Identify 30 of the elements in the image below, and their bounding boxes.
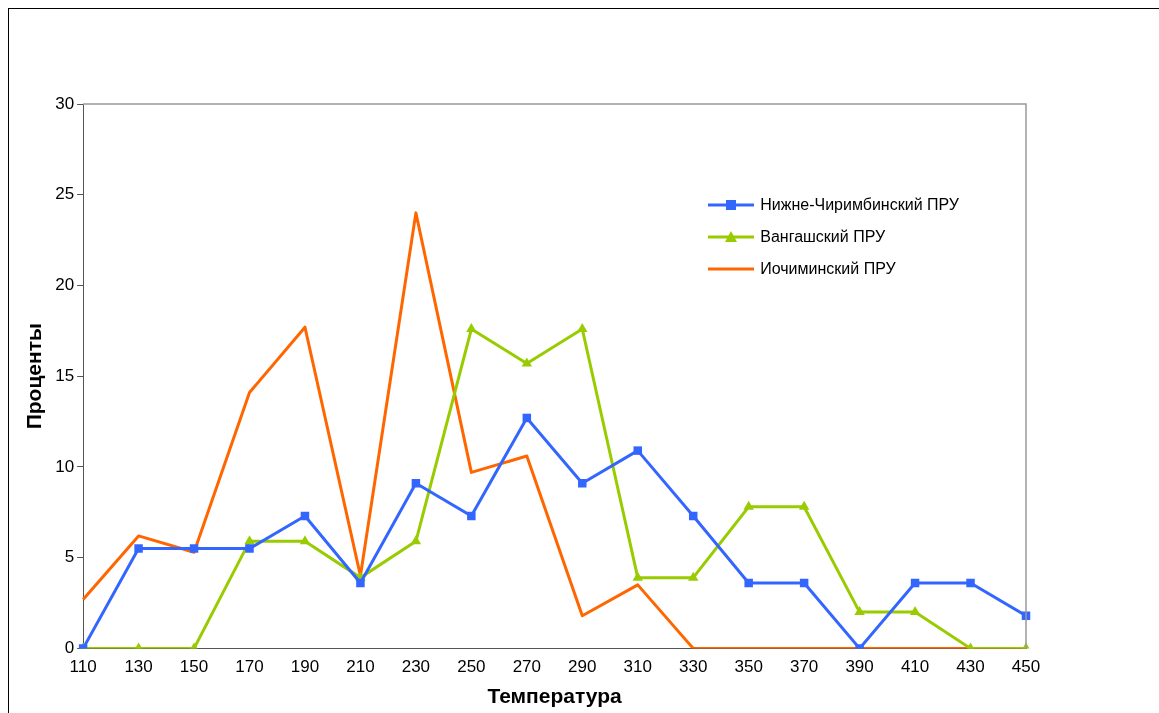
x-axis-title: Температура <box>487 684 623 708</box>
y-tick-label: 30 <box>55 93 75 113</box>
x-tick-label: 290 <box>568 657 597 677</box>
x-tick-label: 210 <box>346 657 375 677</box>
x-tick-label: 130 <box>124 657 153 677</box>
x-tick-label: 170 <box>235 657 264 677</box>
y-tick-label: 0 <box>64 638 75 658</box>
x-tick-label: 310 <box>623 657 652 677</box>
legend-label: Иочиминский ПРУ <box>760 260 896 278</box>
x-tick-label: 450 <box>1011 657 1041 677</box>
x-tick-label: 350 <box>734 657 763 677</box>
x-tick-label: 330 <box>679 657 708 677</box>
y-tick-label: 5 <box>64 547 75 567</box>
x-tick-label: 230 <box>401 657 431 677</box>
x-tick-label: 370 <box>789 657 819 677</box>
x-tick-label: 250 <box>457 657 486 677</box>
x-tick-label: 110 <box>69 657 97 677</box>
legend-label: Вангашский ПРУ <box>760 228 886 246</box>
x-tick-label: 410 <box>900 657 930 677</box>
y-tick-label: 20 <box>55 275 75 295</box>
y-tick-label: 10 <box>55 456 75 476</box>
y-tick-label: 15 <box>55 365 75 385</box>
y-tick-label: 25 <box>55 184 75 204</box>
y-axis-title: Проценты <box>22 323 46 430</box>
x-tick-label: 190 <box>290 657 320 677</box>
x-tick-label: 150 <box>179 657 209 677</box>
x-tick-label: 270 <box>512 657 542 677</box>
legend-label: Нижне-Чиримбинский ПРУ <box>760 196 959 214</box>
x-tick-label: 430 <box>956 657 985 677</box>
x-tick-label: 390 <box>845 657 874 677</box>
